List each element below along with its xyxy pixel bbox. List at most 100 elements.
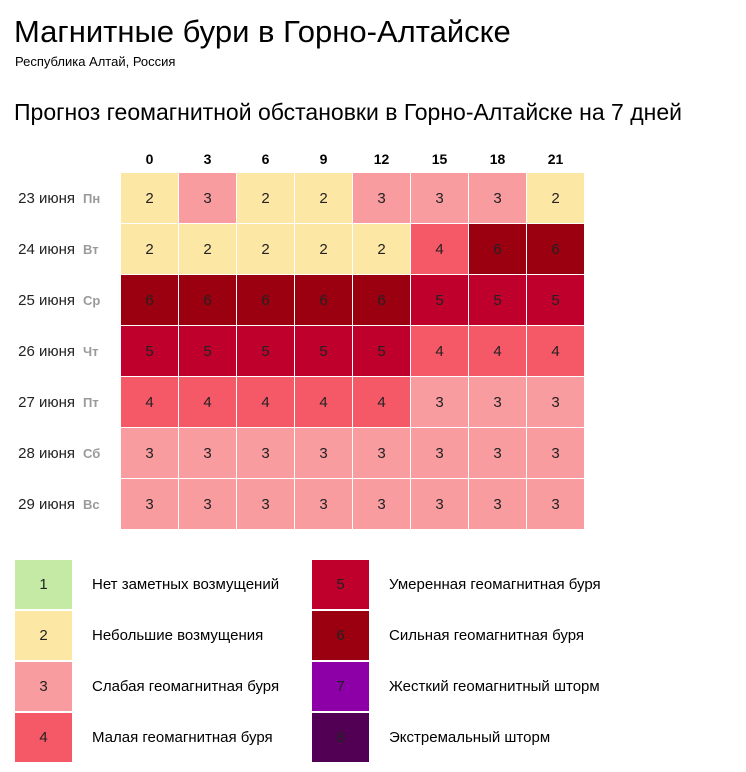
legend-item-1: 1 Нет заметных возмущений — [15, 560, 305, 610]
heatmap-cell — [411, 377, 468, 427]
legend-item-6: 6 Сильная геомагнитная буря — [312, 611, 732, 661]
row-weekday-label: Чт — [83, 344, 99, 359]
row-weekday-label: Пт — [83, 395, 99, 410]
legend-swatch-5: 5 — [312, 560, 369, 609]
heatmap-cell — [353, 428, 410, 478]
heatmap-cell — [353, 224, 410, 274]
heatmap-cell — [121, 224, 178, 274]
heatmap-cell — [411, 326, 468, 376]
legend-level-6: 6 — [336, 627, 345, 644]
row-weekday-label: Пн — [83, 191, 100, 206]
heatmap-cell — [295, 173, 352, 223]
heatmap-cell-value: 3 — [377, 445, 385, 462]
heatmap-cell-value: 3 — [435, 190, 443, 207]
row-weekday-label: Вт — [83, 242, 99, 257]
heatmap-cell-value: 3 — [551, 394, 559, 411]
row-date-label: 29 июня — [18, 496, 75, 513]
heatmap-cell — [527, 479, 584, 529]
row-date-label: 28 июня — [18, 445, 75, 462]
legend-item-4: 4 Малая геомагнитная буря — [15, 713, 305, 763]
heatmap-cell-value: 2 — [261, 241, 269, 258]
legend-item-2: 2 Небольшие возмущения — [15, 611, 305, 661]
heatmap-cell — [353, 275, 410, 325]
heatmap-cell — [527, 224, 584, 274]
heatmap-cell — [121, 326, 178, 376]
page-title: Магнитные бури в Горно-Алтайске — [14, 14, 511, 49]
heatmap-cell — [179, 479, 236, 529]
heatmap-cell — [179, 377, 236, 427]
heatmap-cell-value: 4 — [203, 394, 211, 411]
heatmap-cell — [295, 275, 352, 325]
heatmap-cell-value: 2 — [319, 241, 327, 258]
row-weekday-label: Вс — [83, 497, 100, 512]
legend-swatch-8: 8 — [312, 713, 369, 762]
heatmap-cell-value: 2 — [145, 190, 153, 207]
legend-label-1: Нет заметных возмущений — [92, 576, 280, 593]
heatmap-cell — [411, 275, 468, 325]
legend-label-8: Экстремальный шторм — [389, 729, 551, 746]
hour-label: 9 — [320, 151, 328, 167]
heatmap-cell-value: 5 — [203, 343, 211, 360]
heatmap-cell — [527, 326, 584, 376]
heatmap-cell — [295, 479, 352, 529]
legend-label-7: Жесткий геомагнитный шторм — [389, 678, 600, 695]
heatmap-cell-value: 2 — [551, 190, 559, 207]
legend-level-4: 4 — [39, 729, 48, 746]
heatmap-cell — [353, 326, 410, 376]
row-date-label: 25 июня — [18, 292, 75, 309]
heatmap-cell — [295, 224, 352, 274]
heatmap-cell-value: 3 — [493, 496, 501, 513]
heatmap-cell — [353, 479, 410, 529]
heatmap-cell-value: 6 — [203, 292, 211, 309]
heatmap-cell — [237, 326, 294, 376]
heatmap-cell — [237, 275, 294, 325]
heatmap-cell-value: 3 — [203, 496, 211, 513]
hour-label: 21 — [548, 151, 564, 167]
row-date-label: 26 июня — [18, 343, 75, 360]
heatmap-cell — [469, 173, 526, 223]
heatmap-cell-value: 3 — [145, 445, 153, 462]
heatmap-cell-value: 3 — [261, 496, 269, 513]
heatmap-cell — [179, 326, 236, 376]
heatmap-cell-value: 3 — [377, 190, 385, 207]
row-date-label: 23 июня — [18, 190, 75, 207]
legend-item-7: 7 Жесткий геомагнитный шторм — [312, 662, 732, 712]
legend-level-3: 3 — [39, 678, 48, 695]
heatmap-cell-value: 2 — [319, 190, 327, 207]
hour-label: 15 — [432, 151, 448, 167]
hour-label: 12 — [374, 151, 390, 167]
heatmap-cell — [353, 173, 410, 223]
heatmap-cell-value: 3 — [493, 445, 501, 462]
heatmap-cell — [527, 428, 584, 478]
heatmap-cell — [121, 173, 178, 223]
heatmap-cell-value: 3 — [319, 445, 327, 462]
hour-label: 6 — [262, 151, 270, 167]
heatmap-cell-value: 3 — [203, 190, 211, 207]
heatmap-cell-value: 6 — [145, 292, 153, 309]
forecast-heading: Прогноз геомагнитной обстановки в Горно-… — [14, 99, 682, 125]
heatmap-cell-value: 6 — [319, 292, 327, 309]
heatmap-cell — [237, 428, 294, 478]
legend-level-2: 2 — [39, 627, 48, 644]
heatmap-cell-value: 4 — [261, 394, 269, 411]
hour-label: 18 — [490, 151, 506, 167]
legend-item-3: 3 Слабая геомагнитная буря — [15, 662, 305, 712]
legend-level-8: 8 — [336, 729, 345, 746]
heatmap-cell — [179, 224, 236, 274]
heatmap-cell — [237, 479, 294, 529]
legend-swatch-4: 4 — [15, 713, 72, 762]
legend-label-4: Малая геомагнитная буря — [92, 729, 273, 746]
heatmap-cell-value: 2 — [377, 241, 385, 258]
heatmap-cell — [295, 377, 352, 427]
heatmap-cell — [469, 479, 526, 529]
legend: 1 Нет заметных возмущений 2 Небольшие во… — [15, 560, 735, 766]
heatmap-cell — [527, 377, 584, 427]
heatmap-cell — [237, 173, 294, 223]
heatmap-cell — [121, 377, 178, 427]
heatmap-cell — [469, 326, 526, 376]
heatmap-cell — [237, 377, 294, 427]
heatmap-cell — [469, 275, 526, 325]
heatmap-cell-value: 3 — [377, 496, 385, 513]
heatmap-cell-value: 3 — [435, 394, 443, 411]
heatmap-cell-value: 5 — [551, 292, 559, 309]
